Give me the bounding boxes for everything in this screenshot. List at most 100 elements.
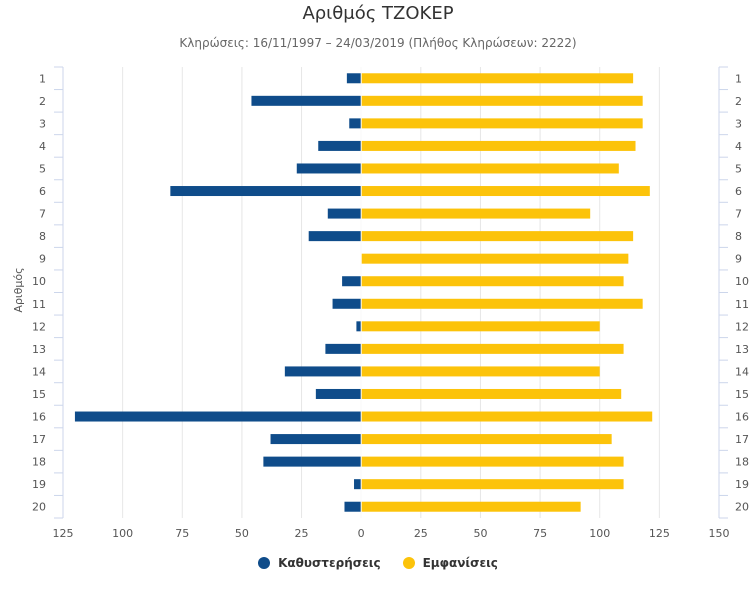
x-tick-label: 25	[414, 527, 428, 540]
appearance-bar	[361, 253, 629, 264]
legend-dot-appearances	[402, 557, 415, 569]
x-tick-label: 0	[358, 527, 365, 540]
y-tick-label-left: 4	[39, 140, 46, 153]
y-tick-label-left: 20	[32, 501, 46, 514]
y-tick-label-right: 2	[735, 95, 742, 108]
delay-bar	[74, 411, 362, 422]
legend-dot-delays	[258, 557, 271, 569]
x-tick-label: 100	[589, 527, 610, 540]
y-tick-label-left: 1	[39, 72, 46, 85]
bars	[74, 67, 653, 518]
y-tick-label-right: 17	[735, 433, 749, 446]
y-axis-title: Αριθμός	[12, 267, 25, 312]
y-tick-label-right: 7	[735, 208, 742, 221]
appearance-bar	[361, 388, 622, 399]
y-tick-label-left: 3	[39, 117, 46, 130]
y-tick-label-left: 6	[39, 185, 46, 198]
x-tick-label: 100	[112, 527, 133, 540]
delay-bar	[170, 186, 362, 197]
chart-subtitle: Κληρώσεις: 16/11/1997 – 24/03/2019 (Πλήθ…	[179, 36, 577, 50]
x-tick-label: 75	[533, 527, 547, 540]
delay-bar	[356, 321, 362, 332]
y-tick-label-right: 15	[735, 388, 749, 401]
appearance-bar	[361, 163, 619, 174]
appearance-bar	[361, 456, 624, 467]
y-tick-label-left: 15	[32, 388, 46, 401]
delay-bar	[284, 366, 362, 377]
x-tick-label: 150	[709, 527, 730, 540]
x-tick-label: 50	[235, 527, 249, 540]
y-tick-label-left: 8	[39, 230, 46, 243]
y-tick-label-left: 16	[32, 411, 46, 424]
y-tick-label-right: 10	[735, 275, 749, 288]
delay-bar	[263, 456, 362, 467]
legend-label-appearances: Εμφανίσεις	[422, 556, 498, 570]
y-tick-label-right: 6	[735, 185, 742, 198]
delay-bar	[344, 501, 362, 512]
y-tick-label-right: 12	[735, 320, 749, 333]
appearance-bar	[361, 95, 643, 106]
legend-label-delays: Καθυστερήσεις	[278, 556, 381, 570]
y-tick-label-left: 10	[32, 275, 46, 288]
y-tick-label-left: 18	[32, 456, 46, 469]
y-tick-label-left: 14	[32, 365, 46, 378]
y-tick-label-left: 12	[32, 320, 46, 333]
y-tick-label-right: 13	[735, 343, 749, 356]
y-tick-label-right: 20	[735, 501, 749, 514]
y-tick-label-right: 8	[735, 230, 742, 243]
appearance-bar	[361, 231, 634, 242]
y-tick-label-left: 5	[39, 162, 46, 175]
delay-bar	[346, 73, 362, 84]
y-tick-label-left: 11	[32, 298, 46, 311]
appearance-bar	[361, 186, 650, 197]
delay-bar	[251, 95, 362, 106]
appearance-bar	[361, 298, 643, 309]
appearance-bar	[361, 366, 600, 377]
y-tick-label-right: 14	[735, 365, 749, 378]
y-tick-label-right: 9	[735, 253, 742, 266]
appearance-bar	[361, 434, 612, 445]
y-tick-label-right: 1	[735, 72, 742, 85]
delay-bar	[349, 118, 362, 129]
y-tick-label-right: 19	[735, 478, 749, 491]
appearance-bar	[361, 479, 624, 490]
y-tick-label-right: 3	[735, 117, 742, 130]
delay-bar	[318, 140, 362, 151]
grid	[62, 67, 720, 518]
chart-title: Αριθμός ΤΖΟΚΕΡ	[302, 3, 454, 24]
appearance-bar	[361, 343, 624, 354]
appearance-bar	[361, 208, 591, 219]
y-tick-label-right: 5	[735, 162, 742, 175]
y-tick-label-left: 2	[39, 95, 46, 108]
delay-bar	[308, 231, 362, 242]
delay-bar	[327, 208, 362, 219]
y-tick-label-left: 9	[39, 253, 46, 266]
appearance-bar	[361, 118, 643, 129]
delay-bar	[296, 163, 362, 174]
delay-bar	[342, 276, 362, 287]
y-tick-label-left: 17	[32, 433, 46, 446]
y-tick-label-left: 7	[39, 208, 46, 221]
appearance-bar	[361, 140, 636, 151]
x-tick-label: 75	[175, 527, 189, 540]
y-tick-label-left: 13	[32, 343, 46, 356]
x-tick-label: 125	[649, 527, 670, 540]
y-tick-label-right: 11	[735, 298, 749, 311]
y-tick-label-right: 4	[735, 140, 742, 153]
delay-bar	[332, 298, 362, 309]
legend-item-delays[interactable]: Καθυστερήσεις	[258, 556, 381, 570]
y-tick-label-right: 18	[735, 456, 749, 469]
legend: Καθυστερήσεις Εμφανίσεις	[0, 556, 756, 570]
x-tick-label: 50	[473, 527, 487, 540]
appearance-bar	[361, 321, 600, 332]
y-tick-label-left: 19	[32, 478, 46, 491]
delay-bar	[325, 343, 362, 354]
y-tick-label-right: 16	[735, 411, 749, 424]
delay-bar	[354, 479, 362, 490]
appearance-bar	[361, 411, 653, 422]
appearance-bar	[361, 501, 581, 512]
appearance-bar	[361, 276, 624, 287]
legend-item-appearances[interactable]: Εμφανίσεις	[402, 556, 498, 570]
